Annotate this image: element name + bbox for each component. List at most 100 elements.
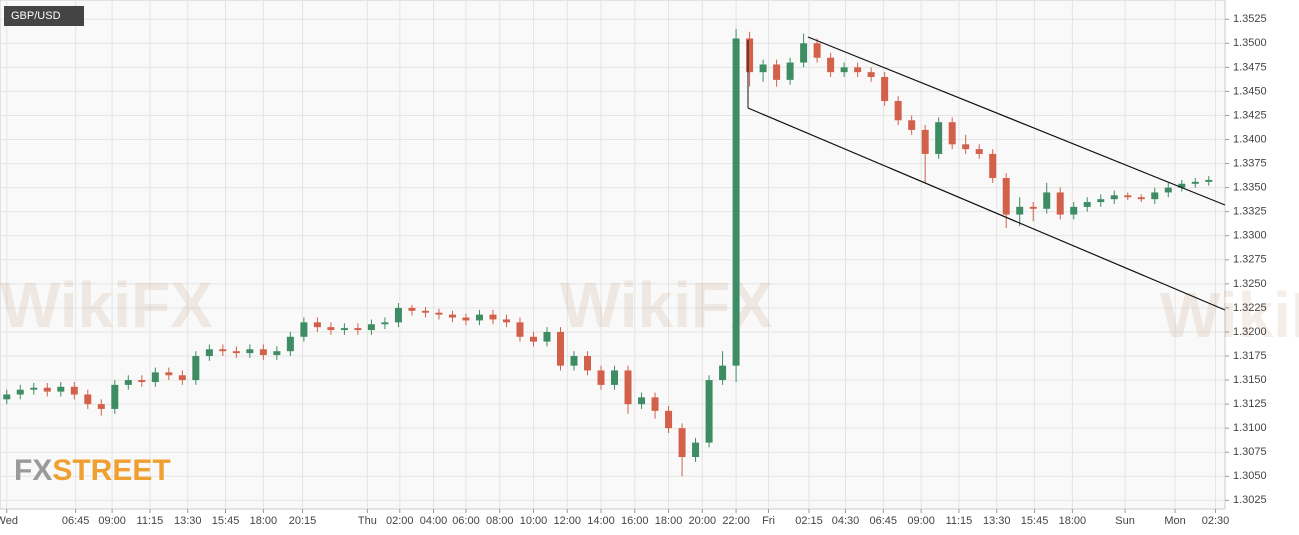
candle-body: [1097, 199, 1105, 203]
candle-body: [773, 64, 781, 80]
y-tick-label: 1.3250: [1233, 278, 1267, 290]
x-tick-label: 09:00: [98, 515, 126, 527]
candle-body: [597, 370, 605, 385]
logo: FXSTREET: [14, 454, 171, 487]
symbol-box: [4, 6, 84, 26]
candle-body: [462, 317, 470, 321]
x-tick-label: 12:00: [553, 515, 581, 527]
candle-body: [151, 372, 159, 382]
candle-body: [435, 312, 443, 315]
watermark: WikiFX: [0, 269, 213, 341]
candle-body: [421, 310, 429, 313]
candle-body: [651, 397, 659, 411]
candle-body: [1002, 178, 1010, 215]
candle-body: [719, 365, 727, 381]
candle-body: [1151, 192, 1159, 200]
candle-body: [273, 351, 281, 356]
y-tick-label: 1.3125: [1233, 398, 1267, 410]
candle-body: [502, 319, 510, 323]
x-tick-label: Mon: [1164, 515, 1185, 527]
candle-body: [124, 380, 132, 385]
candle-body: [1056, 192, 1064, 215]
y-tick-label: 1.3300: [1233, 230, 1267, 242]
logo-street: STREET: [52, 454, 170, 487]
candle-body: [286, 336, 294, 352]
candle-body: [746, 38, 754, 73]
x-tick-label: 15:45: [212, 515, 240, 527]
plot-area: [0, 0, 1226, 510]
x-tick-label: 02:30: [1202, 515, 1230, 527]
y-tick-label: 1.3275: [1233, 254, 1267, 266]
y-tick-label: 1.3175: [1233, 350, 1267, 362]
candle-body: [692, 442, 700, 458]
y-tick-label: 1.3025: [1233, 494, 1267, 506]
candle-body: [408, 307, 416, 311]
candle-body: [665, 410, 673, 429]
candle-body: [529, 336, 537, 342]
candle-body: [259, 349, 267, 356]
candle-body: [354, 328, 362, 331]
y-tick-label: 1.3400: [1233, 133, 1267, 145]
candle-body: [205, 349, 213, 357]
x-tick-label: Thu: [358, 515, 377, 527]
watermark: WikiFX: [1160, 279, 1299, 351]
candle-body: [219, 349, 227, 352]
candle-body: [854, 67, 862, 73]
candle-body: [97, 404, 105, 409]
candle-body: [16, 389, 24, 395]
candle-body: [178, 375, 186, 381]
candle-body: [516, 322, 524, 337]
candle-body: [448, 314, 456, 318]
candle-body: [1070, 206, 1078, 215]
y-tick-label: 1.3225: [1233, 302, 1267, 314]
watermark: WikiFX: [560, 269, 773, 341]
candle-body: [1164, 187, 1172, 193]
candle-body: [827, 57, 835, 73]
y-tick-label: 1.3450: [1233, 85, 1267, 97]
candle-body: [138, 380, 146, 382]
y-tick-label: 1.3100: [1233, 422, 1267, 434]
y-tick-label: 1.3425: [1233, 109, 1267, 121]
x-tick-label: 20:15: [289, 515, 317, 527]
candle-body: [1205, 179, 1213, 182]
candle-body: [300, 322, 308, 337]
candle-body: [840, 67, 848, 73]
x-tick-label: Sun: [1115, 515, 1135, 527]
channel-lower: [747, 107, 1226, 311]
candle-body: [962, 144, 970, 150]
x-tick-label: 18:00: [655, 515, 683, 527]
candle-body: [1137, 197, 1145, 200]
symbol: GBP/USD: [11, 10, 61, 22]
x-tick-label: 08:00: [486, 515, 514, 527]
channel-upper: [807, 36, 1226, 206]
candle-body: [584, 356, 592, 371]
candle-body: [394, 307, 402, 323]
candle-body: [30, 387, 38, 390]
candle-body: [381, 322, 389, 325]
candle-body: [1029, 206, 1037, 209]
candle-body: [813, 43, 821, 58]
x-tick-label: Fri: [762, 515, 775, 527]
x-tick-label: 14:00: [587, 515, 615, 527]
candle-body: [935, 122, 943, 154]
candle-body: [705, 380, 713, 443]
x-tick-label: 11:15: [946, 515, 973, 527]
candle-body: [557, 331, 565, 366]
x-tick-label: 16:00: [621, 515, 649, 527]
y-tick-label: 1.3350: [1233, 182, 1267, 194]
candle-body: [327, 327, 335, 331]
x-tick-label: 04:00: [420, 515, 448, 527]
candle-body: [1191, 181, 1199, 184]
candle-body: [57, 386, 65, 392]
x-tick-label: Wed: [0, 515, 18, 527]
candle-body: [867, 72, 875, 77]
candle-body: [570, 356, 578, 366]
y-tick-label: 1.3375: [1233, 157, 1267, 169]
candle-body: [611, 370, 619, 385]
y-tick-label: 1.3325: [1233, 206, 1267, 218]
candle-body: [989, 153, 997, 179]
candle-body: [1124, 195, 1132, 198]
candle-body: [111, 384, 119, 409]
candle-body: [543, 331, 551, 342]
